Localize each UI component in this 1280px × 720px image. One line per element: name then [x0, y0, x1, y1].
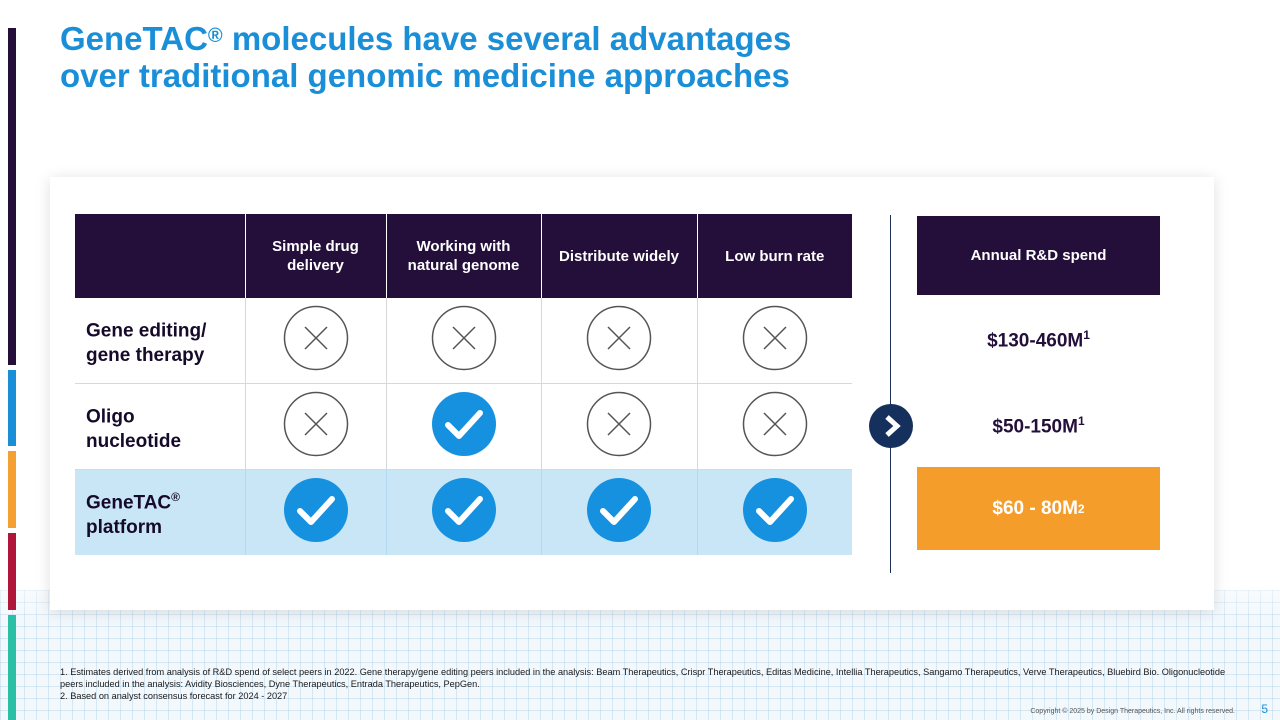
play-arrow-icon [869, 404, 913, 448]
column-header: Low burn rate [697, 214, 852, 298]
mark-cell [696, 383, 852, 470]
table-row: GeneTAC® platform [75, 469, 852, 555]
mark-cell [244, 469, 386, 555]
row-label: GeneTAC® platform [75, 469, 245, 555]
check-icon [283, 477, 349, 548]
check-icon [742, 477, 808, 548]
cross-icon [283, 305, 349, 376]
mark-cell [696, 298, 852, 384]
mark-cell [540, 383, 697, 470]
side-bar-teal [8, 615, 16, 720]
cross-icon [742, 305, 808, 376]
spend-value-oligo: $50-150M1 [992, 414, 1085, 438]
footnote-2: 2. Based on analyst consensus forecast f… [60, 691, 288, 701]
cross-icon [431, 305, 497, 376]
side-bar-red [8, 533, 16, 610]
cross-icon [283, 391, 349, 462]
side-bar-purple [8, 28, 16, 365]
spend-header: Annual R&D spend [917, 216, 1160, 295]
column-header: Simple drug delivery [245, 214, 387, 298]
mark-cell [385, 298, 541, 384]
table-row: Gene editing/gene therapy [75, 298, 852, 384]
mark-cell [244, 298, 386, 384]
cross-icon [586, 305, 652, 376]
mark-cell [385, 383, 541, 470]
cross-icon [742, 391, 808, 462]
check-icon [586, 477, 652, 548]
page-title: GeneTAC® molecules have several advantag… [60, 20, 792, 94]
cross-icon [586, 391, 652, 462]
column-header: Distribute widely [541, 214, 698, 298]
check-icon [431, 477, 497, 548]
mark-cell [244, 383, 386, 470]
side-bar-orange [8, 451, 16, 528]
mark-cell [385, 469, 541, 555]
row-label: Oligo nucleotide [75, 383, 245, 470]
row-label: Gene editing/gene therapy [75, 298, 245, 384]
check-icon [431, 391, 497, 462]
mark-cell [540, 469, 697, 555]
copyright: Copyright © 2025 by Design Therapeutics,… [1030, 708, 1235, 715]
side-bar-blue [8, 370, 16, 446]
column-header: Working with natural genome [386, 214, 542, 298]
vertical-divider [890, 215, 891, 573]
table-header-row: Simple drug delivery Working with natural … [75, 214, 852, 298]
spend-value-gene-editing: $130-460M1 [987, 328, 1090, 352]
header-blank-cell [75, 214, 246, 298]
spend-value-genetac: $60 - 80M 2 [917, 467, 1160, 550]
mark-cell [540, 298, 697, 384]
table-row: Oligo nucleotide [75, 383, 852, 470]
page-number: 5 [1261, 702, 1268, 716]
footnote-1: 1. Estimates derived from analysis of R&… [60, 667, 1226, 689]
comparison-table: Simple drug delivery Working with natural … [75, 214, 852, 555]
mark-cell [696, 469, 852, 555]
footnotes: 1. Estimates derived from analysis of R&… [60, 666, 1235, 702]
